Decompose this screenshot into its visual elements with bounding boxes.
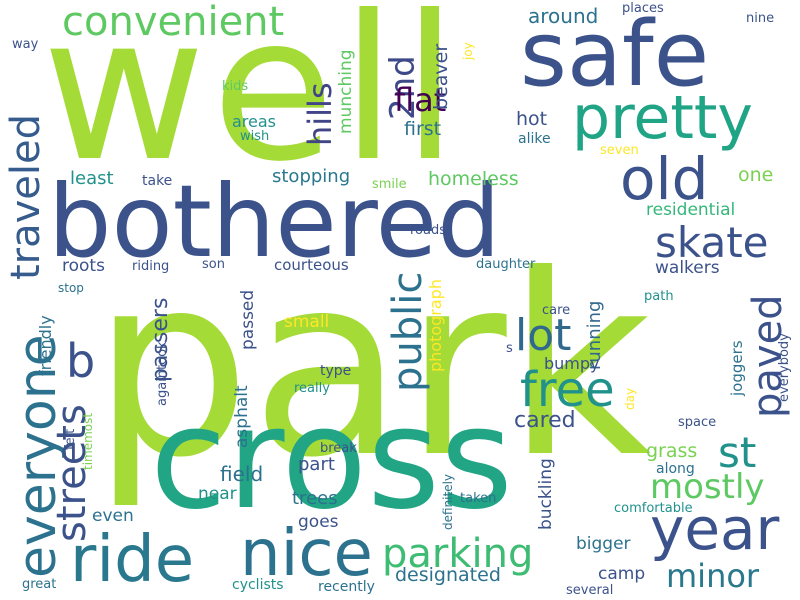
word-roots: roots	[62, 256, 105, 276]
word-hot: hot	[516, 108, 548, 130]
word-free: free	[520, 362, 615, 418]
word-walkers: walkers	[655, 258, 720, 278]
word-near: near	[198, 484, 237, 504]
word-along: along	[656, 461, 695, 477]
word-definitely: definitely	[441, 473, 455, 530]
word-mostly: mostly	[650, 467, 765, 507]
word-flat: flat	[394, 81, 447, 119]
word-areas: areas	[232, 112, 277, 131]
word-everybody: everybody	[777, 333, 792, 402]
word-bothered: bothered	[48, 163, 501, 280]
word-path: path	[644, 289, 674, 304]
word-beaver: beaver	[430, 43, 452, 110]
word-nine: nine	[746, 11, 775, 26]
word-joggers: joggers	[728, 340, 746, 396]
word-great: great	[22, 577, 57, 592]
word-part: part	[298, 454, 335, 475]
word-designated: designated	[395, 564, 501, 586]
word-skate: skate	[655, 218, 769, 267]
word-break: break	[320, 441, 357, 456]
word-field: field	[220, 462, 264, 486]
word-ride: ride	[70, 523, 195, 597]
word-care: care	[542, 303, 571, 318]
word-cyclists: cyclists	[232, 577, 284, 593]
word-buckling: buckling	[536, 458, 556, 530]
word-asphalt: asphalt	[232, 385, 252, 448]
word-seven: seven	[600, 143, 639, 158]
word-taken: taken	[460, 491, 497, 506]
word-type: type	[320, 363, 352, 379]
word-wish: wish	[240, 129, 270, 144]
word-cross: cross	[150, 378, 513, 541]
word-really: really	[294, 381, 330, 396]
word-pretty: pretty	[572, 83, 753, 153]
word-least: least	[70, 168, 114, 189]
word-joy: joy	[461, 42, 475, 60]
word-grass: grass	[646, 440, 698, 462]
word-traveled: traveled	[3, 113, 49, 280]
word-take: take	[142, 173, 173, 189]
word-old: old	[620, 145, 709, 213]
word-b: b	[66, 334, 96, 388]
word-convenient: convenient	[62, 0, 285, 45]
word-st: st	[718, 428, 757, 477]
word-one: one	[738, 164, 774, 186]
word-park: park	[92, 221, 652, 512]
word-recently: recently	[318, 579, 375, 595]
word-year: year	[650, 495, 780, 563]
word-small: small	[284, 312, 330, 332]
word-cared: cared	[514, 408, 576, 433]
word-timemost: timemost	[81, 412, 95, 470]
word-s: s	[506, 341, 513, 356]
word-minor: minor	[666, 557, 760, 595]
word-riding: riding	[132, 259, 170, 274]
word-passed: passed	[238, 289, 258, 350]
word-felt: felt	[63, 428, 78, 450]
word-lot: lot	[515, 310, 572, 361]
word-around: around	[528, 4, 599, 28]
word-bumpy: bumpy	[544, 354, 600, 373]
word-well: well	[42, 0, 464, 206]
word-hills: hills	[301, 82, 339, 146]
word-kids: kids	[222, 79, 249, 94]
word-several: several	[566, 583, 614, 598]
word-comfortable: comfortable	[614, 501, 693, 516]
word-roads: roads	[410, 223, 447, 238]
word-way: way	[12, 37, 39, 52]
word-alike: alike	[518, 131, 551, 147]
word-public: public	[385, 271, 431, 392]
word-courteous: courteous	[274, 256, 349, 274]
word-son: son	[202, 257, 225, 272]
word-photograph: photograph	[426, 279, 445, 372]
word-residential: residential	[646, 200, 736, 220]
word-nice: nice	[240, 517, 373, 591]
word-camp: camp	[598, 564, 646, 584]
word-even: even	[92, 506, 134, 526]
word-day: day	[623, 387, 637, 410]
word-trees: trees	[292, 488, 338, 509]
word-space: space	[678, 415, 717, 430]
word-stopping: stopping	[272, 166, 351, 187]
word-friendly: friendly	[36, 315, 55, 376]
word-daughter: daughter	[476, 257, 536, 272]
word-safe: safe	[520, 2, 710, 107]
word-stop: stop	[58, 281, 84, 295]
word-bigger: bigger	[576, 534, 631, 554]
word-smile: smile	[372, 177, 407, 192]
word-first: first	[404, 118, 442, 140]
word-parking: parking	[382, 531, 534, 577]
word-homeless: homeless	[428, 168, 519, 190]
word-goes: goes	[298, 512, 339, 532]
word-againtook: againtook	[155, 341, 170, 406]
word-munching: munching	[336, 49, 356, 134]
word-places: places	[622, 1, 664, 16]
